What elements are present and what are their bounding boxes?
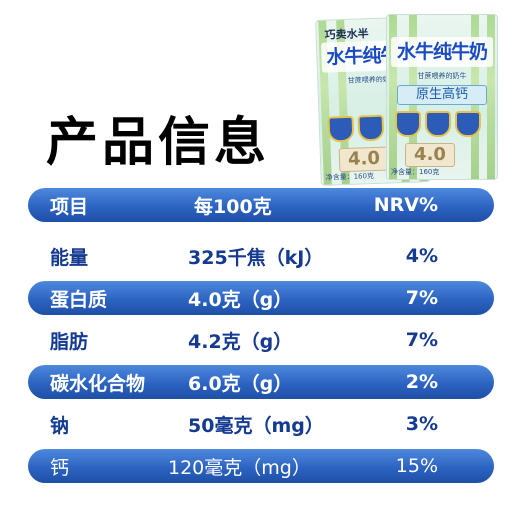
table-header: 项目 每100克 NRV%	[28, 188, 494, 222]
table-row: 脂肪 4.2克（g） 7%	[28, 323, 494, 357]
row-item: 碳水化合物	[50, 372, 146, 395]
table-row: 钙 120毫克（mg） 15%	[28, 449, 494, 483]
protein-badge: 4.0	[338, 146, 390, 173]
row-nrv: 7%	[405, 329, 438, 351]
package-subtitle: 甘蔗喂养的奶牛	[417, 72, 467, 80]
protein-badge: 4.0	[405, 143, 455, 167]
package-product-name: 水牛纯牛奶	[391, 37, 493, 67]
row-nrv: 15%	[395, 455, 438, 477]
table-row: 蛋白质 4.0克（g） 7%	[28, 281, 494, 315]
package-net-content: 净含量：160克	[325, 172, 375, 182]
row-item: 钙	[50, 456, 70, 479]
row-item: 钠	[50, 414, 70, 437]
row-value: 4.0克（g）	[188, 288, 293, 311]
row-item: 脂肪	[50, 330, 89, 353]
row-value: 120毫克（mg）	[168, 456, 311, 479]
package-net-content: 净含量：160克	[391, 168, 440, 176]
row-nrv: 2%	[405, 371, 438, 393]
row-value: 50毫克（mg）	[188, 414, 324, 437]
row-value: 4.2克（g）	[188, 330, 293, 353]
product-package-image-front: 水牛纯牛奶 甘蔗喂养的奶牛 原生高钙 4.0 净含量：160克	[386, 14, 498, 180]
header-nrv: NRV%	[373, 194, 438, 216]
row-nrv: 4%	[405, 245, 438, 267]
table-row: 钠 50毫克（mg） 3%	[28, 407, 494, 441]
row-item: 蛋白质	[50, 288, 108, 311]
page-title: 产品信息	[46, 113, 271, 173]
header-item: 项目	[50, 195, 89, 218]
package-brand: 巧卖水半	[324, 27, 369, 42]
table-row: 碳水化合物 6.0克（g） 2%	[28, 365, 494, 399]
row-nrv: 3%	[405, 413, 438, 435]
table-row: 能量 325千焦（kJ） 4%	[28, 239, 494, 273]
row-nrv: 7%	[405, 287, 438, 309]
row-item: 能量	[50, 246, 89, 269]
package-calcium-label: 原生高钙	[397, 85, 487, 105]
award-shields-icon	[395, 111, 481, 137]
row-value: 325千焦（kJ）	[188, 246, 324, 269]
header-per-100g: 每100克	[194, 195, 272, 218]
row-value: 6.0克（g）	[188, 372, 293, 395]
